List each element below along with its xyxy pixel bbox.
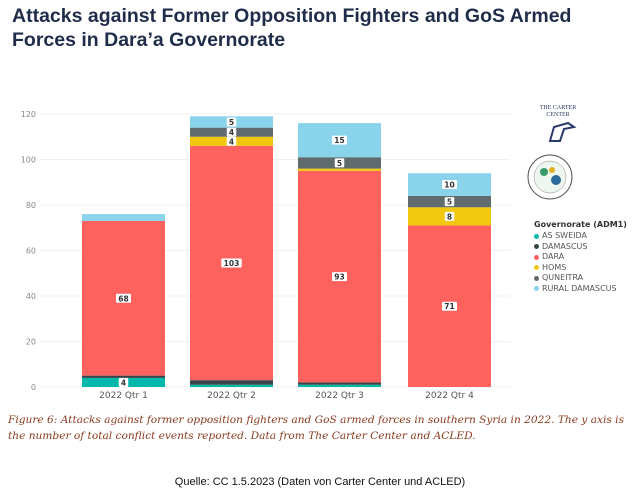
data-label: 5 [337,159,342,168]
data-label: 4 [229,137,234,146]
x-tick-label: 2022 Qtr 1 [99,391,148,400]
legend-label: RURAL DAMASCUS [542,283,617,293]
legend-title: Governorate (ADM1) [534,220,627,229]
legend-item[interactable]: RURAL DAMASCUS [534,284,627,295]
legend-label: DAMASCUS [542,241,588,251]
y-tick-label: 40 [26,292,36,301]
bar-segment-damascus [298,382,381,385]
legend-dot-icon [534,286,539,292]
data-label: 4 [229,128,234,137]
data-label-bg [442,301,457,311]
bar-segment-as-sweida [298,384,381,387]
data-label: 8 [447,212,452,221]
data-label-bg [442,180,457,190]
legend-label: DARA [542,252,565,261]
data-label-bg [221,258,242,268]
data-label: 103 [224,259,240,268]
data-label-bg [332,135,347,145]
data-label: 5 [447,198,452,207]
legend-item[interactable]: DARA [534,252,627,263]
data-label-bg [116,293,131,303]
data-label: 93 [334,273,344,282]
legend-item[interactable]: DAMASCUS [534,242,627,253]
carter-center-text: THE CARTER CENTER [539,105,577,118]
bar-segment-damascus [190,380,273,385]
legend-label: QUNEITRA [542,273,584,282]
y-tick-label: 100 [21,156,36,165]
data-label-bg [226,136,237,146]
data-label: 5 [229,118,234,127]
y-tick-label: 0 [31,383,36,392]
data-label: 4 [121,378,126,387]
acled-logo [527,154,573,200]
data-label: 71 [444,302,454,311]
y-tick-label: 20 [26,338,36,347]
legend-dot-icon [534,244,539,250]
x-tick-label: 2022 Qtr 3 [315,391,364,400]
y-tick-label: 60 [26,247,36,256]
data-label: 15 [334,136,344,145]
legend-label: AS SWEIDA [542,231,587,240]
data-label-bg [226,127,237,137]
data-label-bg [444,197,455,207]
data-label-bg [332,272,347,282]
legend-dot-icon [534,254,539,260]
figure-caption: Figure 6: Attacks against former opposit… [8,414,625,442]
logos: THE CARTER CENTER [520,105,610,206]
data-label: 68 [118,294,128,303]
legend-dot-icon [534,265,539,271]
y-tick-label: 120 [21,110,36,119]
source-note: Quelle: CC 1.5.2023 (Daten von Carter Ce… [174,476,466,488]
legend: Governorate (ADM1) AS SWEIDA DAMASCUS DARA… [534,220,627,294]
bar-segment-damascus [82,375,165,378]
legend-label: HOMS [542,262,567,272]
bar-segment-as-sweida [190,384,273,387]
eagle-icon [548,121,577,142]
page-title: Attacks against Former Opposition Fighte… [12,5,572,51]
bar-segment-rural-damascus [82,214,165,221]
data-label-bg [334,158,345,168]
y-tick-label: 80 [26,201,36,210]
bar-segment-homs [298,168,381,171]
x-tick-label: 2022 Qtr 2 [207,391,256,400]
data-label-bg [444,211,455,221]
x-tick-label: 2022 Qtr 4 [425,391,474,400]
legend-dot-icon [534,233,539,239]
legend-dot-icon [534,275,539,281]
legend-item[interactable]: HOMS [534,263,627,274]
legend-item[interactable]: AS SWEIDA [534,231,627,242]
carter-center-logo: THE CARTER CENTER [528,105,588,148]
data-label-bg [226,117,237,127]
data-label: 10 [444,181,454,190]
data-label-bg [118,377,129,387]
legend-item[interactable]: QUNEITRA [534,273,627,284]
